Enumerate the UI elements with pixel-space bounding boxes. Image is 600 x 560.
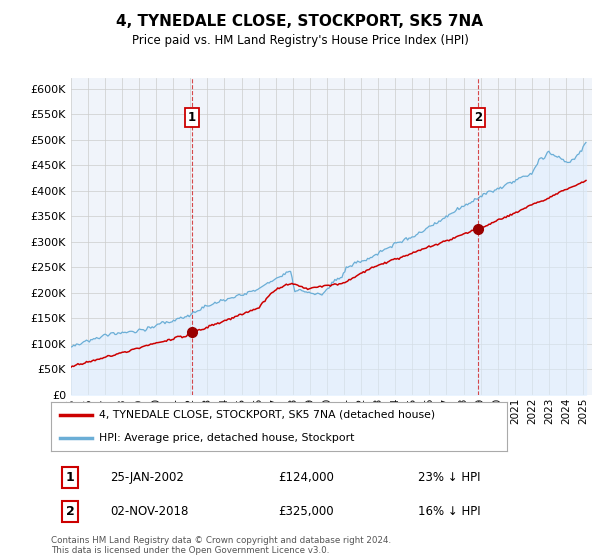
- Text: Contains HM Land Registry data © Crown copyright and database right 2024.
This d: Contains HM Land Registry data © Crown c…: [51, 536, 391, 555]
- Text: 1: 1: [187, 111, 196, 124]
- Text: £124,000: £124,000: [278, 471, 334, 484]
- Text: 4, TYNEDALE CLOSE, STOCKPORT, SK5 7NA: 4, TYNEDALE CLOSE, STOCKPORT, SK5 7NA: [116, 14, 484, 29]
- Text: £325,000: £325,000: [278, 505, 334, 518]
- Text: 02-NOV-2018: 02-NOV-2018: [110, 505, 189, 518]
- Text: 4, TYNEDALE CLOSE, STOCKPORT, SK5 7NA (detached house): 4, TYNEDALE CLOSE, STOCKPORT, SK5 7NA (d…: [99, 410, 435, 420]
- Text: 25-JAN-2002: 25-JAN-2002: [110, 471, 184, 484]
- Text: 2: 2: [474, 111, 482, 124]
- Text: 23% ↓ HPI: 23% ↓ HPI: [418, 471, 481, 484]
- Text: Price paid vs. HM Land Registry's House Price Index (HPI): Price paid vs. HM Land Registry's House …: [131, 34, 469, 46]
- Text: 1: 1: [65, 471, 74, 484]
- Text: 16% ↓ HPI: 16% ↓ HPI: [418, 505, 481, 518]
- Text: 2: 2: [65, 505, 74, 518]
- Text: HPI: Average price, detached house, Stockport: HPI: Average price, detached house, Stoc…: [99, 433, 354, 444]
